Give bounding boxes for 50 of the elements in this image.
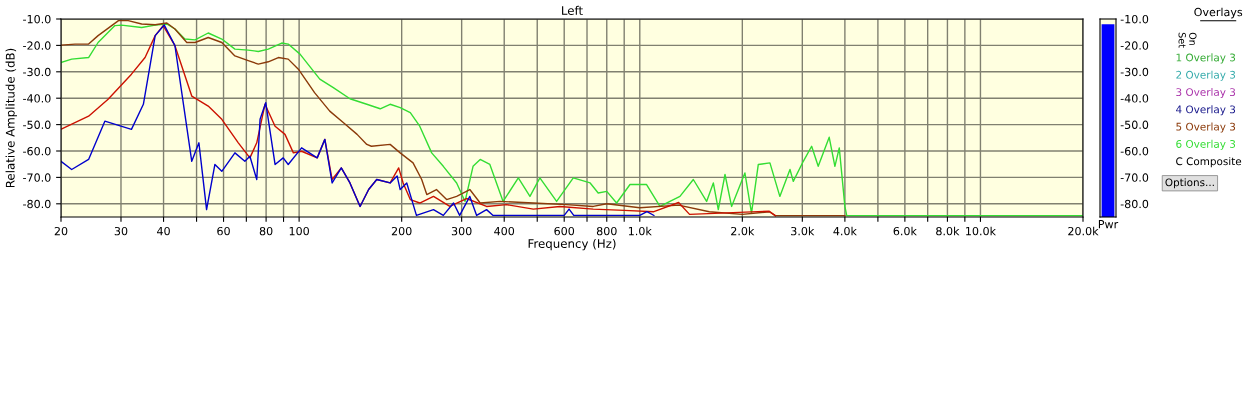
y-tick-label: -80.0	[1120, 199, 1149, 209]
text: Overlays	[1194, 7, 1243, 19]
text: 1 Overlay 3	[1176, 53, 1236, 64]
y-tick-label: -60.0	[1120, 146, 1149, 156]
y-tick-label: -50.0	[23, 120, 51, 129]
y-tick-label: -80.0	[23, 199, 51, 209]
y-tick-label: -50.0	[1120, 120, 1149, 129]
x-tick-label: 80	[259, 226, 273, 236]
x-tick-label: 400	[494, 226, 515, 236]
x-tick-label: 40	[157, 226, 170, 236]
y-tick-label: -10.0	[23, 14, 51, 24]
text: 6 Overlay 3	[1176, 139, 1236, 150]
y-tick-label: -40.0	[23, 94, 51, 103]
y-tick-label: -70.0	[1120, 173, 1149, 182]
x-tick-label: 100	[289, 226, 309, 236]
x-tick-label: 60	[217, 226, 230, 236]
x-tick-label: 800	[596, 226, 617, 236]
y-tick-label: -60.0	[23, 146, 51, 156]
x-tick-label: 4.0k	[833, 226, 857, 236]
text: Set	[1178, 32, 1186, 48]
text: 5 Overlay 3	[1176, 122, 1236, 133]
y-tick-label: -70.0	[23, 173, 51, 182]
text: On	[1189, 32, 1197, 46]
y-tick-label: -10.0	[1120, 14, 1149, 24]
x-tick-label: 200	[391, 226, 412, 236]
x-tick-label: 20.0k	[1068, 226, 1099, 236]
text: C Composite	[1176, 157, 1242, 168]
y-tick-label: -40.0	[1120, 94, 1149, 103]
x-tick-label: 10.0k	[966, 226, 996, 236]
y-tick-label: -20.0	[23, 41, 51, 50]
x-tick-label: 8.0k	[936, 226, 960, 236]
y-tick-label: -30.0	[1120, 67, 1149, 77]
text: Options...	[1165, 178, 1214, 189]
x-tick-label: 600	[554, 226, 575, 236]
chart-title: Left	[562, 5, 583, 15]
text: 4 Overlay 3	[1176, 105, 1236, 116]
x-axis-title: Frequency (Hz)	[528, 238, 616, 251]
x-tick-label: 30	[114, 226, 128, 236]
x-tick-label: 3.0k	[791, 226, 815, 236]
y-tick-label: -20.0	[1120, 41, 1149, 50]
x-tick-label: Pwr	[1098, 220, 1119, 229]
x-tick-label: 20	[54, 226, 68, 236]
text: 2 Overlay 3	[1176, 70, 1236, 81]
text: 3 Overlay 3	[1176, 87, 1236, 99]
y-axis-title: Relative Amplitude (dB)	[5, 48, 17, 188]
y-tick-label: -30.0	[23, 67, 51, 77]
x-tick-label: 6.0k	[893, 226, 917, 236]
x-tick-label: 2.0k	[731, 226, 755, 236]
x-tick-label: 1.0k	[628, 226, 652, 236]
x-tick-label: 300	[451, 226, 472, 236]
